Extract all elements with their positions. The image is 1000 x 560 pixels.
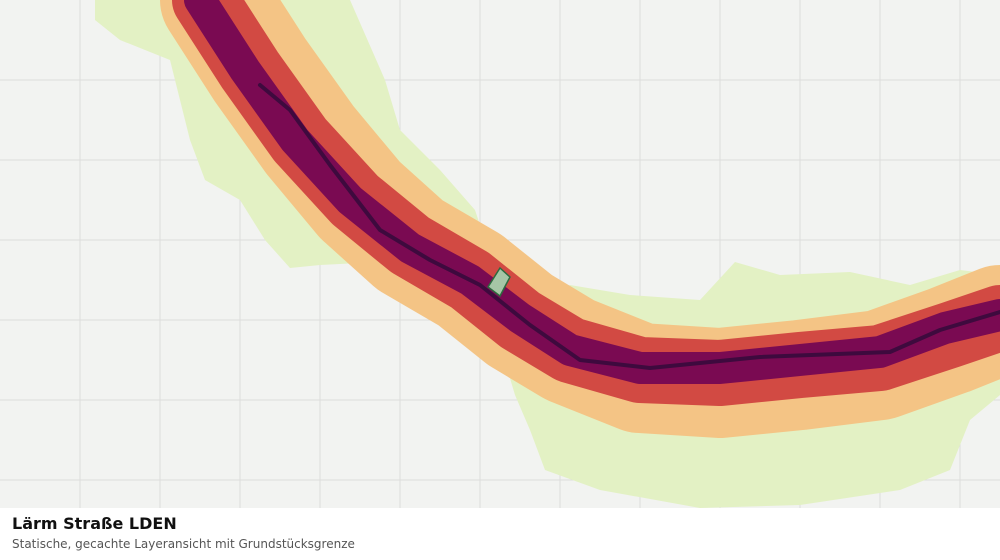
title: Lärm Straße LDEN [12,514,177,533]
map [0,0,1000,508]
footer: Lärm Straße LDEN Statische, gecachte Lay… [0,508,1000,560]
noise-bands [160,0,1000,438]
noise-zone-extreme [258,83,1000,370]
parcel-boundary[interactable] [486,266,511,298]
subtitle: Statische, gecachte Layeransicht mit Gru… [12,537,355,551]
